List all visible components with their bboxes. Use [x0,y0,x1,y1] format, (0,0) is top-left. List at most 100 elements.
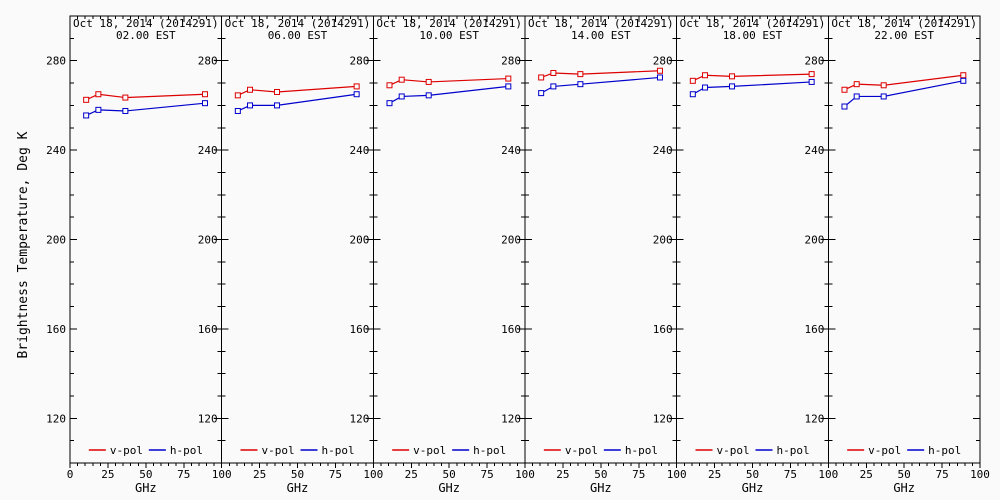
x-axis-label: GHz [135,481,157,495]
y-tick-label: 120 [46,412,66,425]
x-axis-label: GHz [893,481,915,495]
h-pol-marker [538,90,545,97]
x-tick-label: 75 [177,468,190,481]
v-pol-marker [550,69,557,76]
v-pol-marker [702,72,709,79]
panel-3: 120 160 200 240 280 25 50 75 100 GHz Oct 18, 2014 … [501,15,687,495]
y-tick-label: 120 [198,412,218,425]
v-pol-marker [880,82,887,89]
v-pol-marker [808,71,815,78]
h-pol-legend-label: h-pol [625,444,658,457]
panel-title-time: 14.00 EST [571,29,631,42]
v-pol-legend-label: v-pol [262,444,295,457]
v-pol-marker [689,77,696,84]
h-pol-legend-label: h-pol [322,444,355,457]
h-pol-marker [274,102,281,109]
v-pol-legend-label: v-pol [413,444,446,457]
h-pol-marker [386,100,393,107]
v-pol-marker [656,67,663,74]
h-pol-line [85,102,206,117]
panel-1: 120 160 200 240 280 25 50 75 100 GHz Oct 18, 2014 … [198,15,383,495]
h-pol-legend-label: h-pol [170,444,203,457]
v-pol-marker [122,94,129,101]
x-tick-label: 25 [101,468,114,481]
h-pol-marker [398,93,405,100]
y-tick-label: 200 [349,234,369,247]
y-tick-label: 200 [46,234,66,247]
y-tick-label: 120 [804,412,824,425]
x-tick-label: 100 [818,468,838,481]
h-pol-marker [550,83,557,90]
x-tick-label: 0 [67,468,74,481]
h-pol-marker [853,93,860,100]
v-pol-legend-label: v-pol [868,444,901,457]
y-tick-label: 200 [198,234,218,247]
h-pol-marker [201,100,208,107]
y-tick-label: 280 [46,55,66,68]
v-pol-marker [95,91,102,98]
x-tick-label: 50 [291,468,304,481]
v-pol-marker [853,81,860,88]
panel-title-date: Oct 18, 2014 (2014291) [831,17,977,30]
h-pol-marker [729,83,736,90]
panel-0: 120 160 200 240 280 0 25 50 75 100 GHz Oct 18, 2014… [46,15,232,495]
y-tick-label: 240 [349,144,369,157]
x-tick-label: 75 [329,468,342,481]
v-pol-marker [960,72,967,79]
x-tick-label: 25 [708,468,721,481]
v-pol-marker [247,86,254,93]
x-tick-label: 25 [405,468,418,481]
h-pol-line [237,93,357,112]
x-tick-label: 100 [515,468,535,481]
v-pol-marker [274,88,281,95]
v-pol-marker [538,74,545,81]
panel-title-date: Oct 18, 2014 (2014291) [225,17,371,30]
x-tick-label: 25 [556,468,569,481]
y-tick-label: 160 [46,323,66,336]
y-tick-label: 200 [501,234,521,247]
x-tick-label: 50 [443,468,456,481]
x-tick-label: 25 [860,468,873,481]
h-pol-marker [122,107,129,114]
y-tick-label: 200 [804,234,824,247]
h-pol-marker [960,77,967,84]
y-tick-label: 240 [46,144,66,157]
h-pol-legend-label: h-pol [928,444,961,457]
panel-5: 120 160 200 240 280 25 50 75 100 GHz Oct 18, 2014 … [804,15,990,495]
y-tick-label: 280 [198,55,218,68]
h-pol-marker [425,92,432,99]
x-axis-label: GHz [438,481,460,495]
y-tick-label: 120 [653,412,673,425]
x-tick-label: 75 [784,468,797,481]
v-pol-line [692,73,812,82]
y-tick-label: 160 [349,323,369,336]
h-pol-marker [353,91,360,98]
h-pol-line [844,80,964,107]
v-pol-marker [234,92,241,99]
h-pol-marker [841,103,848,110]
v-pol-legend-label: v-pol [717,444,750,457]
y-tick-label: 280 [501,55,521,68]
y-tick-label: 280 [804,55,824,68]
x-tick-label: 100 [970,468,990,481]
y-tick-label: 120 [501,412,521,425]
panel-title-time: 06.00 EST [268,29,328,42]
h-pol-marker [577,81,584,88]
v-pol-line [389,77,509,86]
y-tick-label: 160 [198,323,218,336]
y-tick-label: 160 [501,323,521,336]
h-pol-marker [689,91,696,98]
panel-title-time: 02.00 EST [116,29,176,42]
panel-title-time: 22.00 EST [874,29,934,42]
x-tick-label: 50 [594,468,607,481]
x-tick-label: 75 [935,468,948,481]
h-pol-legend-label: h-pol [777,444,810,457]
h-pol-marker [880,93,887,100]
y-tick-label: 240 [501,144,521,157]
x-axis-label: GHz [742,481,764,495]
h-pol-marker [505,83,512,90]
y-tick-label: 200 [653,234,673,247]
x-tick-label: 100 [212,468,232,481]
